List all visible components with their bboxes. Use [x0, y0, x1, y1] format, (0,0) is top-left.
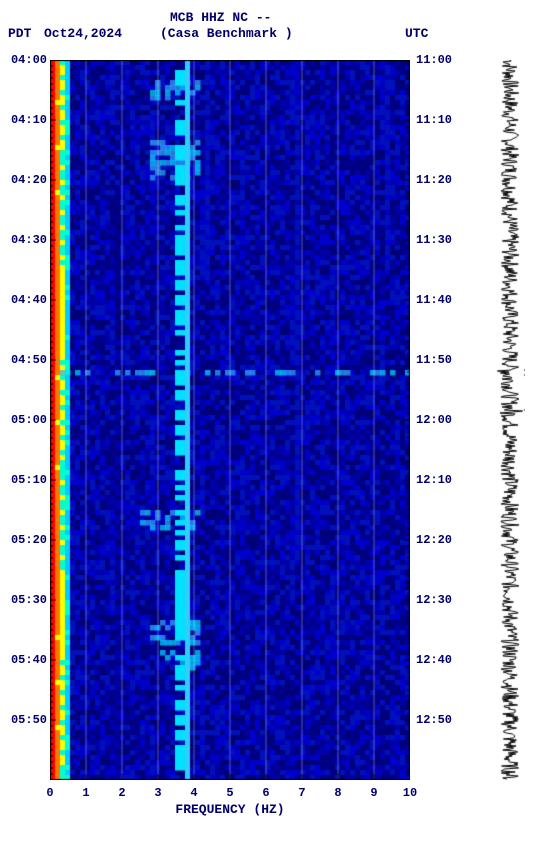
- xtick: 9: [364, 786, 384, 800]
- xtick: 3: [148, 786, 168, 800]
- root: PDT Oct24,2024 MCB HHZ NC -- (Casa Bench…: [0, 0, 552, 864]
- ytick-right: 12:40: [416, 653, 466, 667]
- ytick-right: 12:50: [416, 713, 466, 727]
- ytick-left: 05:40: [2, 653, 47, 667]
- ytick-left: 04:50: [2, 353, 47, 367]
- xtick: 2: [112, 786, 132, 800]
- x-axis-label: FREQUENCY (HZ): [130, 802, 330, 817]
- ytick-left: 04:30: [2, 233, 47, 247]
- ytick-left: 05:30: [2, 593, 47, 607]
- ytick-left: 04:20: [2, 173, 47, 187]
- tz-right: UTC: [405, 26, 428, 41]
- spectrogram: [50, 60, 410, 780]
- ytick-left: 04:00: [2, 53, 47, 67]
- ytick-right: 11:40: [416, 293, 466, 307]
- ytick-left: 05:00: [2, 413, 47, 427]
- tz-left: PDT: [8, 26, 31, 41]
- ytick-right: 11:20: [416, 173, 466, 187]
- xtick: 7: [292, 786, 312, 800]
- date: Oct24,2024: [44, 26, 122, 41]
- ytick-right: 12:20: [416, 533, 466, 547]
- ytick-right: 12:00: [416, 413, 466, 427]
- xtick: 6: [256, 786, 276, 800]
- xtick: 8: [328, 786, 348, 800]
- ytick-right: 11:00: [416, 53, 466, 67]
- ytick-right: 11:30: [416, 233, 466, 247]
- ytick-right: 11:50: [416, 353, 466, 367]
- xtick: 4: [184, 786, 204, 800]
- ytick-left: 05:50: [2, 713, 47, 727]
- xtick: 1: [76, 786, 96, 800]
- site: (Casa Benchmark ): [160, 26, 293, 41]
- ytick-left: 05:10: [2, 473, 47, 487]
- ytick-right: 12:10: [416, 473, 466, 487]
- ytick-left: 05:20: [2, 533, 47, 547]
- waveform-trace: [495, 60, 525, 780]
- ytick-left: 04:40: [2, 293, 47, 307]
- ytick-right: 11:10: [416, 113, 466, 127]
- ytick-right: 12:30: [416, 593, 466, 607]
- ytick-left: 04:10: [2, 113, 47, 127]
- xtick: 5: [220, 786, 240, 800]
- xtick: 10: [400, 786, 420, 800]
- station: MCB HHZ NC --: [170, 10, 271, 25]
- xtick: 0: [40, 786, 60, 800]
